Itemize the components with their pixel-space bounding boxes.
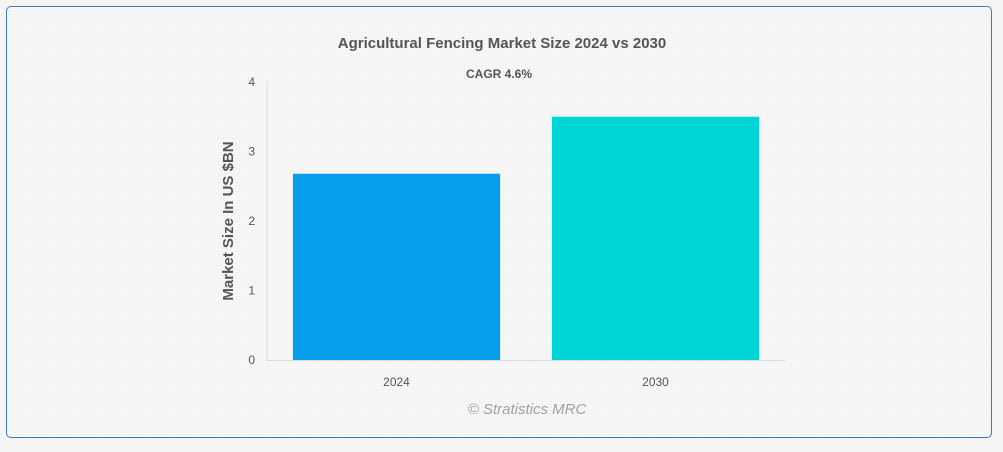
y-tick-label: 1 (248, 284, 255, 298)
credit-watermark: © Stratistics MRC (468, 401, 587, 418)
x-tick-label: 2030 (642, 375, 669, 389)
bar-2030[interactable] (551, 116, 760, 360)
x-axis-ticks: 2024 2030 (383, 375, 669, 389)
chart-title: Agricultural Fencing Market Size 2024 vs… (338, 35, 666, 52)
bar-2024[interactable] (292, 173, 501, 360)
x-tick-label: 2024 (383, 375, 410, 389)
y-tick-label: 2 (248, 214, 255, 228)
y-tick-label: 0 (248, 353, 255, 367)
chart-subtitle: CAGR 4.6% (466, 67, 532, 81)
y-tick-label: 3 (248, 145, 255, 159)
y-tick-label: 4 (248, 75, 255, 89)
y-axis-label: Market Size In US $BN (220, 141, 237, 300)
bars (292, 116, 760, 360)
y-axis-ticks: 0 1 2 3 4 (248, 75, 255, 367)
